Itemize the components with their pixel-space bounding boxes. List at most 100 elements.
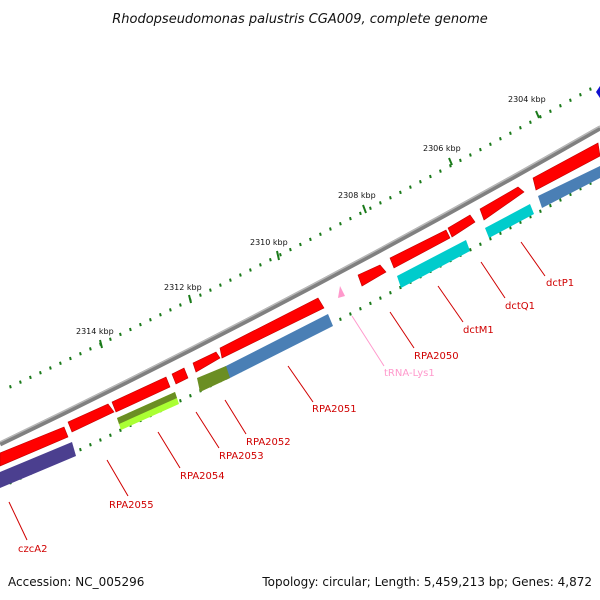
minor-tick	[39, 370, 42, 375]
leader-RPA2052	[224, 399, 247, 435]
gene-labels: dctP1 dctQ1 dctM1 RPA2050 tRNA-Lys1 RPA2…	[18, 278, 574, 555]
minor-tick	[519, 126, 522, 130]
genome-backbone	[0, 125, 600, 447]
minor-tick	[339, 222, 342, 226]
minor-tick	[49, 366, 52, 370]
minor-tick	[319, 232, 322, 236]
scale-ticks: 2304 kbp 2306 kbp 2308 kbp 2310 kbp 2312…	[76, 95, 546, 349]
cog-bar-dctP1	[538, 166, 600, 208]
minor-tick	[569, 98, 572, 102]
minor-tick	[59, 361, 62, 365]
gene-label-RPA2050: RPA2050	[414, 351, 459, 362]
trna-Lys1-marker	[338, 286, 345, 298]
minor-tick	[529, 120, 532, 125]
major-tick	[99, 339, 103, 349]
minor-tick	[559, 104, 562, 108]
minor-tick	[329, 227, 332, 231]
backbone-highlight	[0, 125, 600, 443]
minor-tick	[79, 351, 82, 356]
minor-tick	[549, 203, 552, 208]
minor-tick	[179, 303, 182, 307]
minor-tick	[469, 248, 472, 252]
leader-RPA2055	[106, 459, 129, 497]
minor-tick	[129, 327, 132, 332]
cog-bar-dctM1	[397, 240, 470, 288]
minor-tick	[389, 291, 392, 295]
tick-label-2306: 2306 kbp	[423, 144, 461, 153]
minor-tick	[169, 308, 172, 312]
minor-tick	[109, 337, 112, 341]
cog-bar-RPA2051	[222, 314, 333, 380]
gene-label-dctQ1: dctQ1	[505, 301, 535, 312]
minor-tick	[499, 136, 502, 141]
minor-tick	[589, 87, 592, 91]
minor-tick	[579, 92, 582, 97]
major-tick	[362, 204, 367, 214]
gene-RPA2053-arrow	[171, 367, 189, 385]
tick-label-2310: 2310 kbp	[250, 238, 288, 247]
minor-tick	[289, 247, 292, 252]
leader-RPA2050	[389, 311, 415, 349]
gene-dctM1-arrow	[447, 214, 476, 238]
minor-tick	[439, 169, 442, 173]
minor-tick	[479, 242, 482, 247]
genome-summary: Topology: circular; Length: 5,459,213 bp…	[261, 575, 592, 589]
minor-tick	[119, 428, 122, 433]
gene-label-RPA2051: RPA2051	[312, 404, 357, 415]
minor-tick	[489, 237, 492, 241]
minor-tick	[419, 180, 422, 184]
map-title: Rhodopseudomonas palustris CGA009, compl…	[112, 12, 488, 27]
minor-tick	[359, 211, 362, 216]
minor-tick	[359, 306, 362, 311]
gene-RPA2051-arrow	[219, 297, 325, 359]
minor-tick	[479, 147, 482, 152]
gene-label-czcA2: czcA2	[18, 544, 47, 555]
gene-label-tRNA-Lys1: tRNA-Lys1	[384, 368, 435, 379]
minor-tick	[449, 164, 452, 168]
minor-tick	[229, 278, 232, 282]
minor-tick	[409, 185, 412, 189]
minor-ticks	[9, 87, 592, 485]
minor-tick	[89, 347, 92, 351]
minor-tick	[89, 443, 92, 447]
minor-tick	[79, 447, 82, 452]
minor-tick	[469, 153, 472, 157]
minor-tick	[459, 158, 462, 163]
minor-tick	[369, 206, 372, 210]
minor-tick	[339, 317, 342, 321]
minor-tick	[139, 322, 142, 327]
minor-tick	[9, 385, 12, 389]
minor-tick	[239, 273, 242, 277]
gene-label-RPA2055: RPA2055	[109, 500, 154, 511]
minor-tick	[549, 109, 552, 114]
minor-tick	[269, 258, 272, 262]
gene-RPA2054-arrow	[111, 376, 171, 413]
minor-tick	[249, 268, 252, 272]
gene-label-RPA2054: RPA2054	[180, 471, 225, 482]
minor-tick	[489, 142, 492, 146]
leader-dctM1	[437, 285, 464, 323]
minor-tick	[539, 209, 542, 213]
minor-tick	[109, 433, 112, 437]
minor-tick	[159, 313, 162, 317]
direction-marker	[596, 86, 600, 98]
minor-tick	[379, 201, 382, 205]
minor-tick	[399, 190, 402, 195]
leader-RPA2054	[157, 431, 181, 469]
minor-tick	[389, 195, 392, 200]
leader-dctP1	[520, 241, 546, 277]
leader-czcA2	[8, 501, 28, 541]
gene-label-RPA2053: RPA2053	[219, 451, 264, 462]
minor-tick	[189, 394, 192, 398]
cog-bars	[0, 166, 600, 488]
gene-RPA2050-arrow	[389, 229, 451, 269]
minor-tick	[399, 285, 402, 290]
major-tick	[188, 294, 192, 304]
minor-tick	[299, 242, 302, 247]
minor-tick	[309, 237, 312, 242]
leader-RPA2053	[195, 411, 220, 449]
gene-label-dctM1: dctM1	[463, 325, 494, 336]
major-tick	[448, 157, 453, 166]
tick-label-2314: 2314 kbp	[76, 327, 114, 336]
gene-label-dctP1: dctP1	[546, 278, 574, 289]
